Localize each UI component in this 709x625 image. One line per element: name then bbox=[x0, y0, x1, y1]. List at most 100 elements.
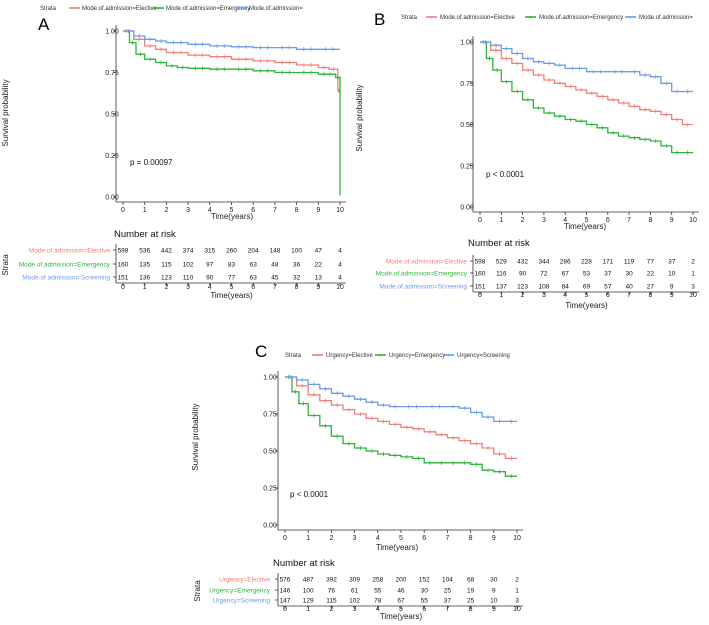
risk-row-label: Mode.of.admission=Screening bbox=[22, 275, 110, 282]
legend-item-label: Mode.of.admission=Elective bbox=[440, 15, 516, 21]
risk-x-tick-label: 3 bbox=[542, 292, 546, 299]
risk-x-tick-label: 1 bbox=[143, 284, 147, 291]
legend: Strata + Mode.of.admission=Elective + Mode.o… bbox=[40, 6, 303, 13]
risk-cell: 61 bbox=[351, 588, 359, 595]
risk-cell: 68 bbox=[467, 577, 475, 584]
risk-cell: 25 bbox=[467, 598, 475, 605]
risk-cell: 9 bbox=[670, 284, 674, 291]
risk-cell: 108 bbox=[538, 284, 549, 291]
risk-x-tick-label: 9 bbox=[670, 292, 674, 299]
y-tick-label: 0.50 bbox=[105, 112, 119, 119]
x-tick-label: 6 bbox=[251, 207, 255, 214]
legend-item-label: Mode.of.admission=Elective bbox=[82, 6, 158, 12]
risk-x-tick-label: 2 bbox=[329, 606, 333, 613]
risk-cell: 160 bbox=[118, 262, 129, 269]
risk-cell: 2 bbox=[691, 259, 695, 266]
legend: Strata + Mode.of.admission=Elective + Mode.o… bbox=[401, 15, 693, 22]
risk-cell: 286 bbox=[560, 259, 571, 266]
risk-cell: 598 bbox=[475, 259, 486, 266]
risk-cell: 22 bbox=[647, 271, 655, 278]
risk-cell: 228 bbox=[581, 259, 592, 266]
risk-y-axis-title: Strata bbox=[1, 254, 10, 276]
risk-cell: 63 bbox=[250, 275, 258, 282]
risk-row-label: Urgency=Screening bbox=[213, 598, 271, 605]
x-tick-label: 6 bbox=[606, 217, 610, 224]
risk-cell: 260 bbox=[226, 248, 237, 255]
risk-cell: 78 bbox=[374, 598, 382, 605]
risk-cell: 77 bbox=[647, 259, 655, 266]
risk-table-title: Number at risk bbox=[468, 238, 530, 249]
risk-cell: 1 bbox=[691, 271, 695, 278]
risk-cell: 53 bbox=[583, 271, 591, 278]
y-axis-title: Survival probability bbox=[355, 84, 364, 151]
risk-x-tick-label: 7 bbox=[273, 284, 277, 291]
risk-cell: 72 bbox=[540, 271, 548, 278]
risk-x-tick-label: 0 bbox=[121, 284, 125, 291]
risk-cell: 30 bbox=[625, 271, 633, 278]
panel-label: A bbox=[38, 15, 50, 34]
y-tick-label: 1.00 bbox=[460, 40, 474, 47]
risk-x-tick-label: 7 bbox=[445, 606, 449, 613]
risk-cell: 102 bbox=[183, 262, 194, 269]
risk-cell: 67 bbox=[397, 598, 405, 605]
risk-x-tick-label: 5 bbox=[399, 606, 403, 613]
risk-x-axis-title: Time(years) bbox=[565, 301, 608, 310]
risk-x-tick-label: 2 bbox=[521, 292, 525, 299]
x-tick-label: 3 bbox=[353, 535, 357, 542]
risk-table: Number at risk Mode.of.admission=Elective… bbox=[376, 238, 699, 310]
x-tick-label: 1 bbox=[143, 207, 147, 214]
risk-cell: 309 bbox=[349, 577, 360, 584]
risk-cell: 37 bbox=[668, 259, 676, 266]
risk-x-tick-label: 6 bbox=[422, 606, 426, 613]
legend-swatch-mark: + bbox=[316, 354, 320, 360]
x-tick-label: 3 bbox=[186, 207, 190, 214]
x-tick-label: 10 bbox=[336, 207, 344, 214]
risk-cell: 30 bbox=[490, 577, 498, 584]
risk-cell: 135 bbox=[139, 262, 150, 269]
x-tick-label: 5 bbox=[230, 207, 234, 214]
risk-cell: 55 bbox=[421, 598, 429, 605]
x-tick-label: 9 bbox=[316, 207, 320, 214]
risk-x-tick-label: 10 bbox=[689, 292, 697, 299]
x-tick-label: 8 bbox=[469, 535, 473, 542]
risk-cell: 104 bbox=[442, 577, 453, 584]
risk-cell: 10 bbox=[668, 271, 676, 278]
x-tick-label: 5 bbox=[585, 217, 589, 224]
legend-item-label: Urgency=Elective bbox=[326, 353, 374, 359]
y-axis-title: Survival probability bbox=[191, 403, 200, 470]
risk-cell: 30 bbox=[421, 588, 429, 595]
risk-x-tick-label: 4 bbox=[208, 284, 212, 291]
risk-cell: 119 bbox=[624, 259, 635, 266]
risk-x-axis-title: Time(years) bbox=[210, 291, 253, 300]
series-line-screening bbox=[123, 30, 340, 50]
risk-x-tick-label: 6 bbox=[606, 292, 610, 299]
y-tick-label: 0.00 bbox=[263, 523, 277, 530]
risk-cell: 37 bbox=[444, 598, 452, 605]
risk-cell: 123 bbox=[161, 275, 172, 282]
risk-cell: 2 bbox=[515, 577, 519, 584]
risk-y-axis-title: Strata bbox=[193, 580, 202, 602]
legend-swatch-mark: + bbox=[447, 354, 451, 360]
risk-x-tick-label: 4 bbox=[376, 606, 380, 613]
risk-cell: 136 bbox=[139, 275, 150, 282]
x-tick-label: 4 bbox=[563, 217, 567, 224]
x-tick-label: 0 bbox=[283, 535, 287, 542]
y-axis-title: Survival probability bbox=[1, 79, 10, 146]
y-tick-label: 0.50 bbox=[263, 449, 277, 456]
risk-table: Number at risk Mode.of.admission=Elective… bbox=[1, 229, 346, 300]
risk-cell: 32 bbox=[293, 275, 301, 282]
x-tick-label: 6 bbox=[422, 535, 426, 542]
legend-item-label: Urgency=Screening bbox=[457, 353, 510, 359]
risk-cell: 536 bbox=[139, 248, 150, 255]
risk-cell: 258 bbox=[372, 577, 383, 584]
risk-cell: 100 bbox=[291, 248, 302, 255]
x-tick-label: 10 bbox=[689, 217, 697, 224]
risk-cell: 344 bbox=[538, 259, 549, 266]
series-line-emergency bbox=[480, 41, 693, 154]
x-axis-title: Time(years) bbox=[211, 212, 254, 221]
x-tick-label: 9 bbox=[492, 535, 496, 542]
risk-cell: 47 bbox=[315, 248, 323, 255]
risk-cell: 83 bbox=[228, 262, 236, 269]
x-axis-title: Time(years) bbox=[376, 543, 419, 552]
